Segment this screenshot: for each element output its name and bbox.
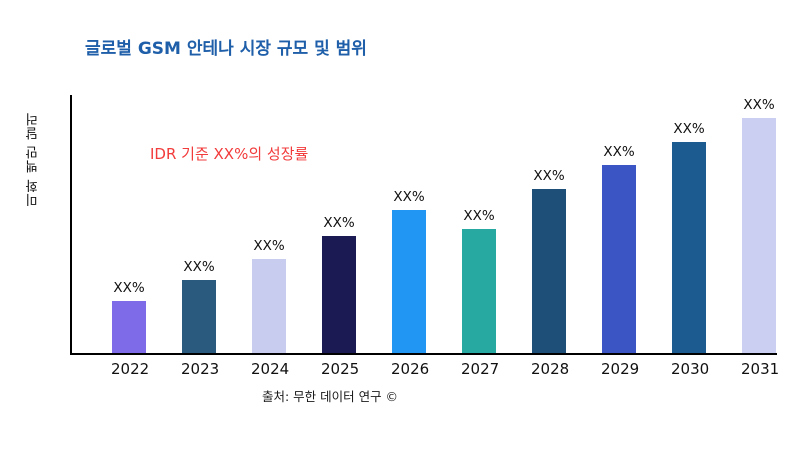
bar-value-label: XX% bbox=[743, 97, 775, 113]
bar-2029 bbox=[602, 165, 636, 353]
bar-column-2030: XX% bbox=[672, 121, 706, 353]
bar-value-label: XX% bbox=[323, 215, 355, 231]
bar-2022 bbox=[112, 301, 146, 353]
bar-column-2028: XX% bbox=[532, 168, 566, 353]
x-tick-2024: 2024 bbox=[251, 360, 290, 378]
bar-2028 bbox=[532, 189, 566, 353]
bar-value-label: XX% bbox=[113, 280, 145, 296]
bar-value-label: XX% bbox=[393, 189, 425, 205]
bar-value-label: XX% bbox=[183, 259, 215, 275]
bar-column-2023: XX% bbox=[182, 259, 216, 353]
bar-2024 bbox=[252, 259, 286, 353]
x-axis-ticks: 2022 2023 2024 2025 2026 2027 2028 2029 2030 2031 bbox=[70, 360, 780, 378]
x-tick-2023: 2023 bbox=[181, 360, 220, 378]
bar-2030 bbox=[672, 142, 706, 353]
x-tick-2025: 2025 bbox=[321, 360, 360, 378]
bar-2027 bbox=[462, 229, 496, 353]
bar-column-2022: XX% bbox=[112, 280, 146, 353]
bar-2025 bbox=[322, 236, 356, 353]
bar-value-label: XX% bbox=[533, 168, 565, 184]
x-tick-2029: 2029 bbox=[601, 360, 640, 378]
plot-area: IDR 기준 XX%의 성장률 XX% XX% XX% XX% XX% XX% XX% XX%… bbox=[70, 95, 777, 355]
bar-column-2031: XX% bbox=[742, 97, 776, 353]
source-caption: 출처: 무한 데이터 연구 © bbox=[261, 389, 399, 404]
bar-value-label: XX% bbox=[463, 208, 495, 224]
x-tick-2031: 2031 bbox=[741, 360, 780, 378]
bar-value-label: XX% bbox=[673, 121, 705, 137]
bar-column-2025: XX% bbox=[322, 215, 356, 353]
bar-column-2024: XX% bbox=[252, 238, 286, 353]
x-tick-2027: 2027 bbox=[461, 360, 500, 378]
bar-2026 bbox=[392, 210, 426, 353]
x-tick-2022: 2022 bbox=[111, 360, 150, 378]
growth-rate-annotation: IDR 기준 XX%의 성장률 bbox=[150, 145, 309, 163]
x-tick-2028: 2028 bbox=[531, 360, 570, 378]
bar-2031 bbox=[742, 118, 776, 353]
y-axis-label: 미화 백만 달러 bbox=[26, 112, 41, 207]
bar-column-2026: XX% bbox=[392, 189, 426, 353]
bar-column-2027: XX% bbox=[462, 208, 496, 353]
chart-title: 글로벌 GSM 안테나 시장 규모 및 범위 bbox=[85, 39, 367, 59]
bar-column-2029: XX% bbox=[602, 144, 636, 353]
bars-container: XX% XX% XX% XX% XX% XX% XX% XX% XX% XX% bbox=[72, 95, 777, 353]
x-tick-2030: 2030 bbox=[671, 360, 710, 378]
bar-2023 bbox=[182, 280, 216, 353]
bar-value-label: XX% bbox=[253, 238, 285, 254]
x-tick-2026: 2026 bbox=[391, 360, 430, 378]
bar-value-label: XX% bbox=[603, 144, 635, 160]
